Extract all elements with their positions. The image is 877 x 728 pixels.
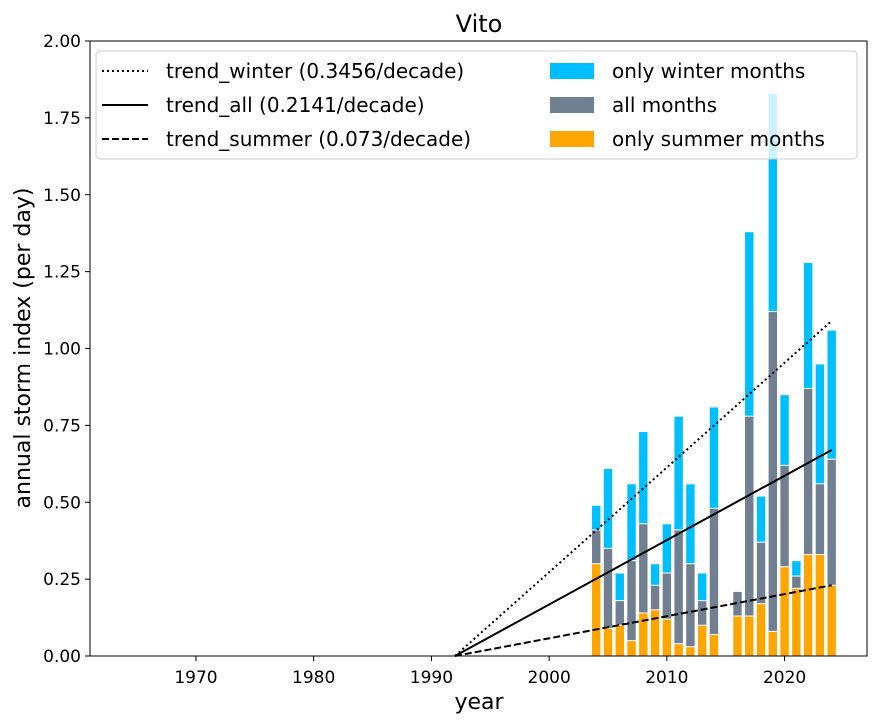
legend-label-trend-0: trend_winter (0.3456/decade) <box>166 59 464 83</box>
legend: trend_winter (0.3456/decade) trend_all (0… <box>95 50 858 160</box>
y-axis: 0.00 0.25 0.50 0.75 1.00 1.25 1.50 1.75 2.00 <box>43 32 90 667</box>
legend-label-series-0: only winter months <box>612 59 805 83</box>
bar-series2-2016 <box>732 615 743 657</box>
x-axis-label: year <box>454 690 504 715</box>
y-tick-label-1.00: 1.00 <box>43 340 81 360</box>
bar-series2-2006 <box>614 624 625 657</box>
y-tick-label-0.75: 0.75 <box>43 416 81 436</box>
bar-series1-2014 <box>708 507 720 657</box>
bar-series1-2012 <box>685 563 696 657</box>
bar-series2-2023 <box>814 554 826 657</box>
y-tick-label-2.00: 2.00 <box>43 32 81 52</box>
trend-line-0 <box>454 320 833 657</box>
bar-series2-2007 <box>626 640 637 657</box>
legend-swatch-0 <box>550 63 594 79</box>
bar-series2-2018 <box>755 603 767 657</box>
trend-line-1 <box>454 449 833 657</box>
bar-series2-2017 <box>744 615 755 657</box>
y-tick-label-1.25: 1.25 <box>43 263 81 283</box>
y-tick-label-0.00: 0.00 <box>43 647 81 667</box>
bar-series2-2005 <box>602 627 614 657</box>
y-tick-label-0.25: 0.25 <box>43 570 81 590</box>
legend-swatch-1 <box>550 97 594 113</box>
bar-series2-2020 <box>779 566 790 657</box>
x-tick-label-1980: 1980 <box>292 668 335 688</box>
bar-series2-2010 <box>661 618 673 657</box>
bar-series2-2024 <box>826 584 837 657</box>
legend-box <box>95 50 858 160</box>
legend-label-series-1: all months <box>612 93 717 117</box>
bar-series2-2022 <box>802 554 814 657</box>
y-tick-label-1.75: 1.75 <box>43 109 81 129</box>
legend-label-trend-2: trend_summer (0.073/decade) <box>166 127 471 151</box>
chart-title: Vito <box>456 10 503 38</box>
x-tick-label-2010: 2010 <box>645 668 688 688</box>
legend-label-series-2: only summer months <box>612 127 825 151</box>
bar-series2-2009 <box>649 609 661 657</box>
bar-series2-2012 <box>685 646 696 657</box>
legend-label-trend-1: trend_all (0.2141/decade) <box>166 93 425 117</box>
bar-series2-2011 <box>673 643 684 657</box>
trend-lines-group <box>454 320 833 657</box>
bar-series2-2019 <box>767 630 779 657</box>
y-tick-label-0.50: 0.50 <box>43 493 81 513</box>
bars-group <box>591 92 837 657</box>
x-tick-label-1990: 1990 <box>410 668 453 688</box>
bar-series2-2021 <box>791 587 802 657</box>
x-tick-label-1970: 1970 <box>174 668 217 688</box>
y-axis-label: annual storm index (per day) <box>11 188 36 509</box>
legend-swatch-2 <box>550 131 594 147</box>
x-axis: 1970 1980 1990 2000 2010 2020 <box>174 656 806 688</box>
trend-line-2 <box>454 584 832 657</box>
bar-series2-2013 <box>696 624 708 657</box>
bar-series2-2014 <box>708 633 720 657</box>
x-tick-label-2000: 2000 <box>528 668 571 688</box>
plot-frame <box>89 40 868 657</box>
y-tick-label-1.50: 1.50 <box>43 186 81 206</box>
x-tick-label-2020: 2020 <box>763 668 806 688</box>
bar-series1-2011 <box>673 529 684 657</box>
